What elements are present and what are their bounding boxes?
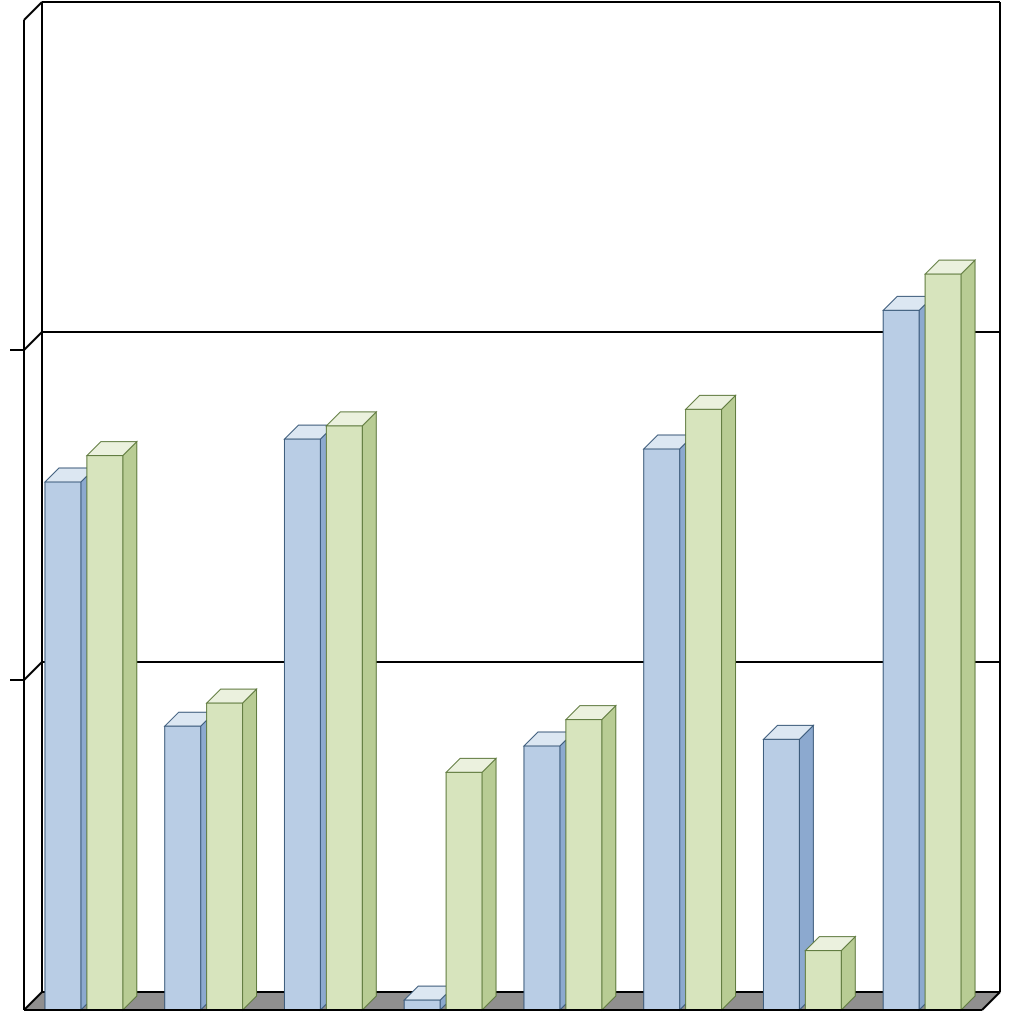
bar-side-series-b-4 bbox=[602, 706, 616, 1010]
bar-series-a-0 bbox=[45, 482, 81, 1010]
bar-side-series-b-7 bbox=[961, 260, 975, 1010]
chart-svg bbox=[0, 0, 1024, 1020]
bar-side-series-b-1 bbox=[243, 689, 257, 1010]
bar-side-series-b-3 bbox=[482, 758, 496, 1010]
bar-series-a-2 bbox=[284, 439, 320, 1010]
bar-series-a-4 bbox=[524, 746, 560, 1010]
bar-series-b-6 bbox=[805, 951, 841, 1010]
bar-chart bbox=[0, 0, 1024, 1020]
bar-series-a-6 bbox=[763, 739, 799, 1010]
bar-side-series-b-2 bbox=[362, 412, 376, 1010]
bar-series-b-7 bbox=[925, 274, 961, 1010]
bar-series-a-7 bbox=[883, 310, 919, 1010]
bar-series-a-5 bbox=[644, 449, 680, 1010]
bar-side-series-b-5 bbox=[722, 395, 736, 1010]
bar-series-b-0 bbox=[87, 456, 123, 1010]
bar-series-a-1 bbox=[165, 726, 201, 1010]
bar-side-series-b-0 bbox=[123, 442, 137, 1010]
bar-series-b-3 bbox=[446, 772, 482, 1010]
bar-series-b-4 bbox=[566, 720, 602, 1010]
bar-series-b-1 bbox=[207, 703, 243, 1010]
bar-series-a-3 bbox=[404, 1000, 440, 1010]
bar-series-b-2 bbox=[326, 426, 362, 1010]
bar-series-b-5 bbox=[686, 409, 722, 1010]
